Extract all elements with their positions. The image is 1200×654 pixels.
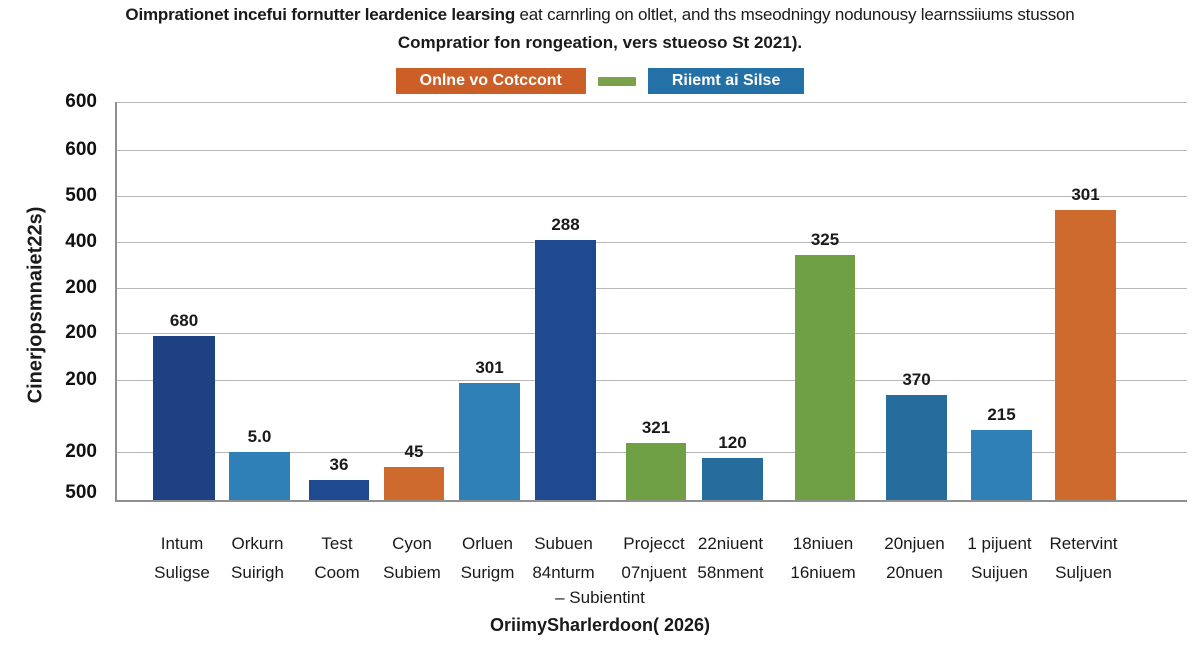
gridline [117, 333, 1187, 334]
y-axis-tick: 200 [65, 277, 97, 298]
bar [795, 255, 855, 500]
x-axis-tick-label-line1: Projecct [623, 534, 685, 553]
gridline [117, 196, 1187, 197]
x-axis-tick-label-line1: Subuen [534, 534, 593, 553]
bar [702, 458, 763, 500]
chart-title-line1-rest: eat carnrling on oltlet, and ths mseodni… [515, 5, 1075, 24]
x-axis-tick-label: Intum Suligse [154, 529, 210, 587]
x-axis-tick-label-line2: Coom [314, 563, 360, 582]
bar [535, 240, 596, 500]
x-axis-labels: Intum Suligse Orkurn Suirigh Test Coom Cyon Sub… [115, 529, 1185, 589]
x-axis-tick-label-line1: Orkurn [231, 534, 284, 553]
x-axis-tick-label: 22niuent 58nment [697, 529, 763, 587]
x-axis-tick-label: Subuen 84nturm [532, 529, 594, 587]
x-axis-tick-label-line1: 22niuent [697, 534, 764, 553]
y-axis-tick: 500 [65, 185, 97, 206]
bar-value-label: 325 [810, 230, 840, 249]
x-axis-tick-label: Retervint Suljuen [1049, 529, 1117, 587]
x-axis-tick-label-line2: 07njuent [621, 563, 687, 582]
bar-value-label: 680 [169, 311, 199, 330]
y-axis-tick: 200 [65, 369, 97, 390]
legend-item-riiemt: Riiemt ai Silse [647, 68, 805, 94]
x-axis-tick-label: 18niuen 16niuem [790, 529, 855, 587]
legend-item-online: Onlne vo Cotccont [395, 68, 586, 94]
bar [971, 430, 1032, 500]
x-axis-tick-label-line2: 58nment [697, 563, 764, 582]
bar [229, 452, 290, 500]
bar-value-label: 301 [475, 358, 504, 377]
x-axis-tick-label: Test Coom [314, 529, 359, 587]
x-axis-tick-label-line1: 1 pijuent [967, 534, 1032, 553]
gridline [117, 380, 1187, 381]
x-axis-tick-label-line1: 20njuen [884, 534, 945, 553]
bar-value-label: 215 [987, 405, 1016, 424]
x-axis-tick-label: Projecct 07njuent [621, 529, 686, 587]
bar-value-label: 321 [641, 418, 671, 437]
x-axis-tick-label-line2: Subiem [383, 563, 441, 582]
x-axis-tick-label-line1: Intum [160, 534, 204, 553]
bar [309, 480, 369, 500]
bar [886, 395, 947, 500]
x-axis-tick-label: 20njuen 20nuen [884, 529, 945, 587]
y-axis-ticks: 600 600 500 400 200 200 200 200 500 [0, 91, 105, 503]
x-axis-tick-label-line1: Retervint [1049, 534, 1118, 553]
x-axis-tick-label-line1: Test [321, 534, 353, 553]
x-axis-tick-label-line2: Suijuen [971, 563, 1028, 582]
bar-value-label: 5.0 [247, 427, 272, 446]
y-axis-tick: 600 [65, 91, 97, 112]
y-axis-tick: 400 [65, 231, 97, 252]
bar-value-label: 301 [1071, 185, 1100, 204]
x-axis-tick-label-line2: 84nturm [532, 563, 595, 582]
legend-dash-icon [597, 76, 636, 86]
bar [626, 443, 686, 500]
bar-value-label: 45 [404, 442, 424, 461]
y-axis-tick: 200 [65, 441, 97, 462]
chart-title-line1: Oimprationet incefui fornutter leardenic… [0, 5, 1200, 25]
source-caption: OriimySharlerdoon( 2026) [489, 615, 711, 635]
x-axis-tick-label-line2: Surigm [460, 563, 515, 582]
bar-value-label: 288 [551, 215, 580, 234]
x-axis-tick-label: Orluen Surigm [461, 529, 515, 587]
x-axis-tick-label-line2: Suljuen [1055, 563, 1112, 582]
chart-title-line1-bold: Oimprationet incefui fornutter leardenic… [125, 5, 516, 24]
bar [1055, 210, 1116, 500]
gridline [117, 150, 1187, 151]
legend: Onlne vo Cotccont Riiemt ai Silse [0, 68, 1200, 94]
x-axis-tick-label-line2: 16niuem [790, 563, 856, 582]
x-axis-tick-label-line2: Suirigh [231, 563, 284, 582]
plot-area: 680 5.0 36 45 301 288 321 120 325 370 215 301 [115, 102, 1187, 502]
x-axis-tick-label-line2: 20nuen [886, 563, 943, 582]
x-axis-tick-label-line1: 18niuen [792, 534, 854, 553]
bar [153, 336, 215, 500]
x-axis-tick-label-line1: Cyon [392, 534, 432, 553]
x-axis-tick-label-line1: Orluen [461, 534, 514, 553]
x-axis-tick-label-line2: Suligse [154, 563, 210, 582]
y-axis-tick: 500 [65, 482, 97, 503]
bar-value-label: 36 [329, 455, 349, 474]
y-axis-tick: 200 [65, 322, 97, 343]
bar [459, 383, 520, 500]
footer-note: – Subientint [555, 588, 645, 607]
y-axis-tick: 600 [65, 139, 97, 160]
x-axis-tick-label: 1 pijuent Suijuen [967, 529, 1031, 587]
gridline [117, 242, 1187, 243]
bar-value-label: 370 [902, 370, 931, 389]
gridline [117, 288, 1187, 289]
bar-value-label: 120 [718, 433, 747, 452]
x-axis-tick-label: Cyon Subiem [383, 529, 441, 587]
x-axis-tick-label: Orkurn Suirigh [231, 529, 284, 587]
gridline [117, 102, 1187, 103]
chart-title-line2: Compratior fon rongeation, vers stueoso … [397, 33, 803, 52]
bar [384, 467, 444, 500]
